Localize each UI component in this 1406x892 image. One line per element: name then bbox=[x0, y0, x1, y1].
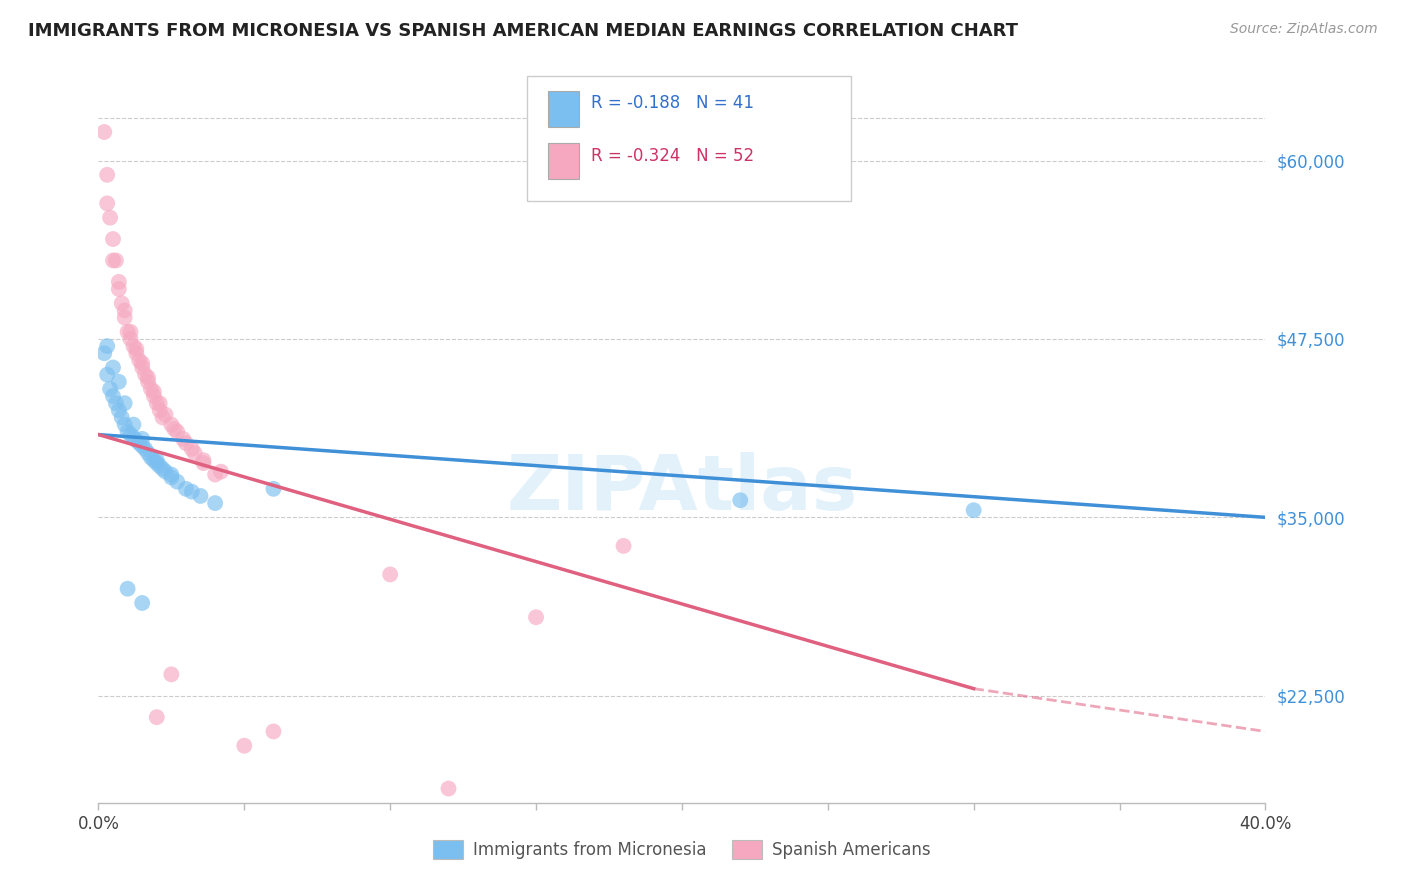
Point bbox=[108, 282, 131, 296]
Point bbox=[125, 342, 148, 356]
Point bbox=[108, 275, 131, 289]
Point bbox=[160, 667, 183, 681]
Point bbox=[122, 339, 145, 353]
Point bbox=[101, 389, 124, 403]
Point bbox=[204, 467, 226, 482]
Point bbox=[180, 442, 202, 456]
Point bbox=[93, 125, 115, 139]
Point bbox=[172, 432, 194, 446]
Point bbox=[142, 453, 165, 467]
Point bbox=[125, 346, 148, 360]
Point bbox=[146, 456, 169, 470]
Point bbox=[128, 353, 150, 368]
Point bbox=[131, 432, 153, 446]
Point bbox=[101, 360, 124, 375]
Point bbox=[131, 360, 153, 375]
Point bbox=[136, 375, 159, 389]
Point bbox=[160, 417, 183, 432]
Point bbox=[146, 710, 169, 724]
Point bbox=[612, 539, 634, 553]
Point bbox=[136, 446, 159, 460]
Point bbox=[117, 325, 139, 339]
Point bbox=[166, 425, 188, 439]
Point bbox=[101, 253, 124, 268]
Point bbox=[730, 493, 752, 508]
Point bbox=[262, 482, 284, 496]
Point bbox=[193, 453, 215, 467]
Point bbox=[125, 434, 148, 448]
Point bbox=[104, 253, 127, 268]
Point bbox=[262, 724, 284, 739]
Point bbox=[155, 465, 177, 479]
Point bbox=[111, 296, 134, 310]
Point bbox=[380, 567, 402, 582]
Point bbox=[111, 410, 134, 425]
Point bbox=[93, 346, 115, 360]
Text: ZIPAtlas: ZIPAtlas bbox=[506, 452, 858, 525]
Point bbox=[139, 382, 162, 396]
Point bbox=[174, 436, 197, 450]
Point bbox=[163, 422, 186, 436]
Point bbox=[155, 408, 177, 422]
Point bbox=[98, 211, 121, 225]
Point bbox=[152, 410, 174, 425]
Point bbox=[96, 339, 118, 353]
Point bbox=[166, 475, 188, 489]
Point bbox=[122, 417, 145, 432]
Point bbox=[160, 467, 183, 482]
Point bbox=[108, 375, 131, 389]
Point bbox=[108, 403, 131, 417]
Point bbox=[174, 482, 197, 496]
Point bbox=[114, 417, 136, 432]
Point bbox=[146, 453, 169, 467]
Point bbox=[193, 456, 215, 470]
Point bbox=[149, 458, 172, 473]
Point bbox=[134, 368, 156, 382]
Point bbox=[117, 582, 139, 596]
Point bbox=[233, 739, 256, 753]
Text: R = -0.324   N = 52: R = -0.324 N = 52 bbox=[591, 146, 754, 165]
Point bbox=[142, 384, 165, 399]
Text: IMMIGRANTS FROM MICRONESIA VS SPANISH AMERICAN MEDIAN EARNINGS CORRELATION CHART: IMMIGRANTS FROM MICRONESIA VS SPANISH AM… bbox=[28, 22, 1018, 40]
Point bbox=[117, 425, 139, 439]
Point bbox=[131, 439, 153, 453]
Point bbox=[437, 781, 460, 796]
Point bbox=[96, 196, 118, 211]
Point bbox=[98, 382, 121, 396]
Point bbox=[183, 446, 205, 460]
Text: Source: ZipAtlas.com: Source: ZipAtlas.com bbox=[1230, 22, 1378, 37]
Point bbox=[120, 332, 142, 346]
Point bbox=[190, 489, 212, 503]
Point bbox=[134, 442, 156, 456]
Point bbox=[114, 396, 136, 410]
Point bbox=[104, 396, 127, 410]
Point bbox=[149, 396, 172, 410]
Point bbox=[101, 232, 124, 246]
Point bbox=[160, 470, 183, 484]
Point bbox=[152, 462, 174, 476]
Point bbox=[120, 427, 142, 442]
Point bbox=[204, 496, 226, 510]
Point bbox=[524, 610, 547, 624]
Point bbox=[96, 368, 118, 382]
Point bbox=[114, 303, 136, 318]
Point bbox=[209, 465, 232, 479]
Text: R = -0.188   N = 41: R = -0.188 N = 41 bbox=[591, 95, 754, 112]
Point bbox=[142, 389, 165, 403]
Point bbox=[136, 370, 159, 384]
Point bbox=[120, 325, 142, 339]
Point bbox=[122, 430, 145, 444]
Point bbox=[149, 403, 172, 417]
Point bbox=[146, 396, 169, 410]
Point bbox=[114, 310, 136, 325]
Point bbox=[139, 450, 162, 465]
Point bbox=[96, 168, 118, 182]
Point bbox=[180, 484, 202, 499]
Point bbox=[962, 503, 984, 517]
Legend: Immigrants from Micronesia, Spanish Americans: Immigrants from Micronesia, Spanish Amer… bbox=[426, 833, 938, 866]
Point bbox=[128, 436, 150, 450]
Point bbox=[131, 356, 153, 370]
Point bbox=[131, 596, 153, 610]
